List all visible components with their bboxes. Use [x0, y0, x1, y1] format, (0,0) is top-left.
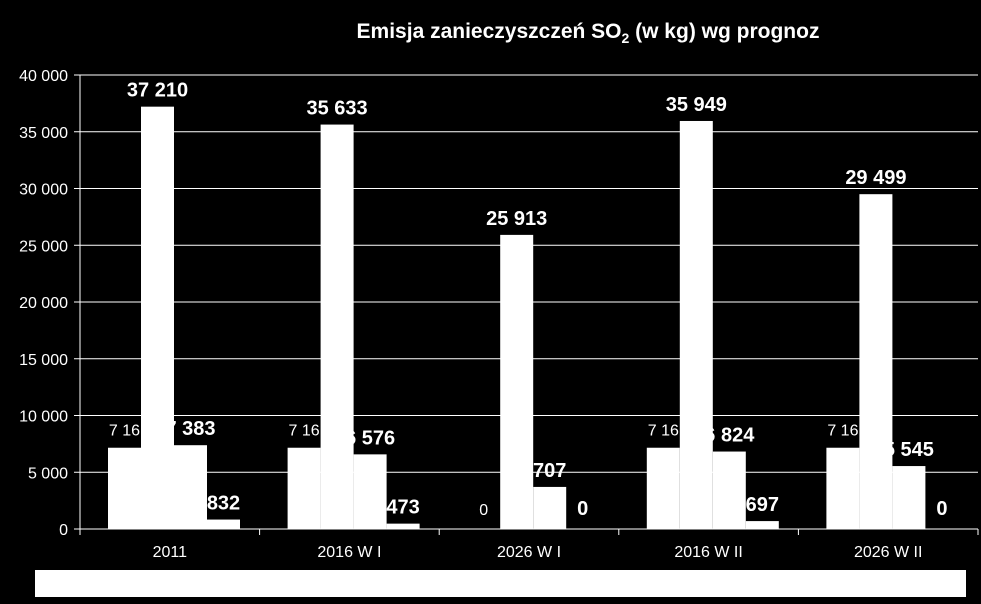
data-label: 29 499	[845, 167, 906, 189]
bar	[892, 466, 926, 529]
bar	[500, 234, 534, 529]
data-label: 37 210	[127, 80, 188, 102]
bar	[859, 194, 893, 530]
bar	[386, 523, 420, 529]
chart-title-suffix: (w kg) wg prognoz	[629, 20, 819, 43]
data-label: 25 913	[486, 208, 547, 230]
bar	[108, 447, 141, 529]
data-label: 35 633	[307, 98, 368, 120]
y-tick-label: 35 000	[19, 125, 68, 142]
bar	[174, 445, 207, 529]
x-tick-label: 2011	[153, 544, 188, 561]
x-tick-labels: 2011 2016 W I 2026 W I 2016 W II 2026 W II	[153, 544, 923, 561]
y-tick-label: 10 000	[19, 409, 68, 426]
bar	[141, 106, 174, 529]
bar	[207, 519, 240, 529]
bars	[108, 106, 926, 530]
bar	[745, 521, 779, 529]
y-tick-label: 20 000	[19, 295, 68, 312]
data-label: 7 16	[289, 423, 320, 440]
bar	[826, 447, 860, 529]
bar	[712, 451, 746, 529]
data-label: 7 16	[827, 423, 858, 440]
chart-title: Emisja zanieczyszczeń SO2 (w kg) wg prog…	[357, 20, 820, 46]
x-tick-label: 2016 W II	[674, 544, 742, 561]
chart-title-subscript: 2	[622, 30, 630, 46]
data-label: 707	[533, 460, 566, 482]
y-tick-label: 25 000	[19, 238, 68, 255]
data-label: 7 16	[648, 423, 679, 440]
bar	[646, 447, 680, 529]
x-tick-label: 2026 W I	[497, 544, 561, 561]
data-label: 0	[577, 498, 588, 520]
y-tick-label: 30 000	[19, 182, 68, 199]
data-label: 0	[936, 498, 947, 520]
bar	[320, 124, 354, 529]
data-label: 7 383	[165, 418, 215, 440]
data-label: 7 16	[109, 423, 140, 440]
data-label: 35 949	[666, 94, 727, 116]
data-label: 0	[479, 502, 488, 519]
y-tick-label: 5 000	[28, 465, 68, 482]
bar	[533, 486, 567, 529]
data-label: 832	[207, 493, 240, 515]
data-labels: 7 16 37 210 7 383 832 7 16 35 633 6 576 473 0 25 …	[109, 80, 948, 520]
data-label: 6 824	[704, 425, 755, 447]
x-tick-label: 2016 W I	[317, 544, 381, 561]
chart-title-main: Emisja zanieczyszczeń SO	[357, 20, 622, 43]
data-label: 473	[386, 497, 419, 519]
y-tick-label: 0	[59, 522, 68, 539]
data-label: 6 576	[345, 427, 395, 449]
legend-box	[35, 570, 966, 597]
data-label: 5 545	[884, 439, 934, 461]
y-tick-labels: 0 5 000 10 000 15 000 20 000 25 000 30 000 35 0…	[19, 68, 68, 539]
x-tick-label: 2026 W II	[854, 544, 922, 561]
y-tick-label: 40 000	[19, 68, 68, 85]
bar	[353, 454, 387, 529]
bar	[287, 447, 321, 529]
data-label: 697	[746, 494, 779, 516]
y-tick-label: 15 000	[19, 352, 68, 369]
bar	[679, 120, 713, 529]
